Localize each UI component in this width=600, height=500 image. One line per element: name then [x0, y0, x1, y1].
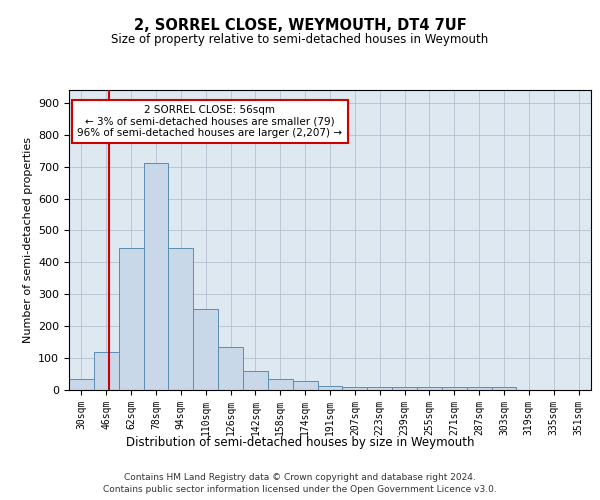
Text: Contains public sector information licensed under the Open Government Licence v3: Contains public sector information licen… [103, 485, 497, 494]
Bar [293, 381, 317, 390]
Bar [243, 371, 268, 390]
Bar [467, 388, 491, 390]
Text: Distribution of semi-detached houses by size in Weymouth: Distribution of semi-detached houses by … [126, 436, 474, 449]
Bar [343, 387, 367, 390]
Y-axis label: Number of semi-detached properties: Number of semi-detached properties [23, 137, 32, 343]
Bar [392, 387, 417, 390]
Text: Contains HM Land Registry data © Crown copyright and database right 2024.: Contains HM Land Registry data © Crown c… [124, 472, 476, 482]
Bar [169, 248, 193, 390]
Bar [417, 387, 442, 390]
Bar [193, 308, 218, 390]
Bar [268, 379, 293, 390]
Bar [367, 387, 392, 390]
Bar [143, 164, 169, 390]
Text: Size of property relative to semi-detached houses in Weymouth: Size of property relative to semi-detach… [112, 32, 488, 46]
Bar [491, 387, 517, 390]
Bar [94, 352, 119, 390]
Bar [69, 379, 94, 390]
Text: 2 SORREL CLOSE: 56sqm
← 3% of semi-detached houses are smaller (79)
96% of semi-: 2 SORREL CLOSE: 56sqm ← 3% of semi-detac… [77, 105, 343, 138]
Bar [119, 248, 143, 390]
Text: 2, SORREL CLOSE, WEYMOUTH, DT4 7UF: 2, SORREL CLOSE, WEYMOUTH, DT4 7UF [134, 18, 466, 32]
Bar [442, 387, 467, 390]
Bar [317, 386, 343, 390]
Bar [218, 347, 243, 390]
